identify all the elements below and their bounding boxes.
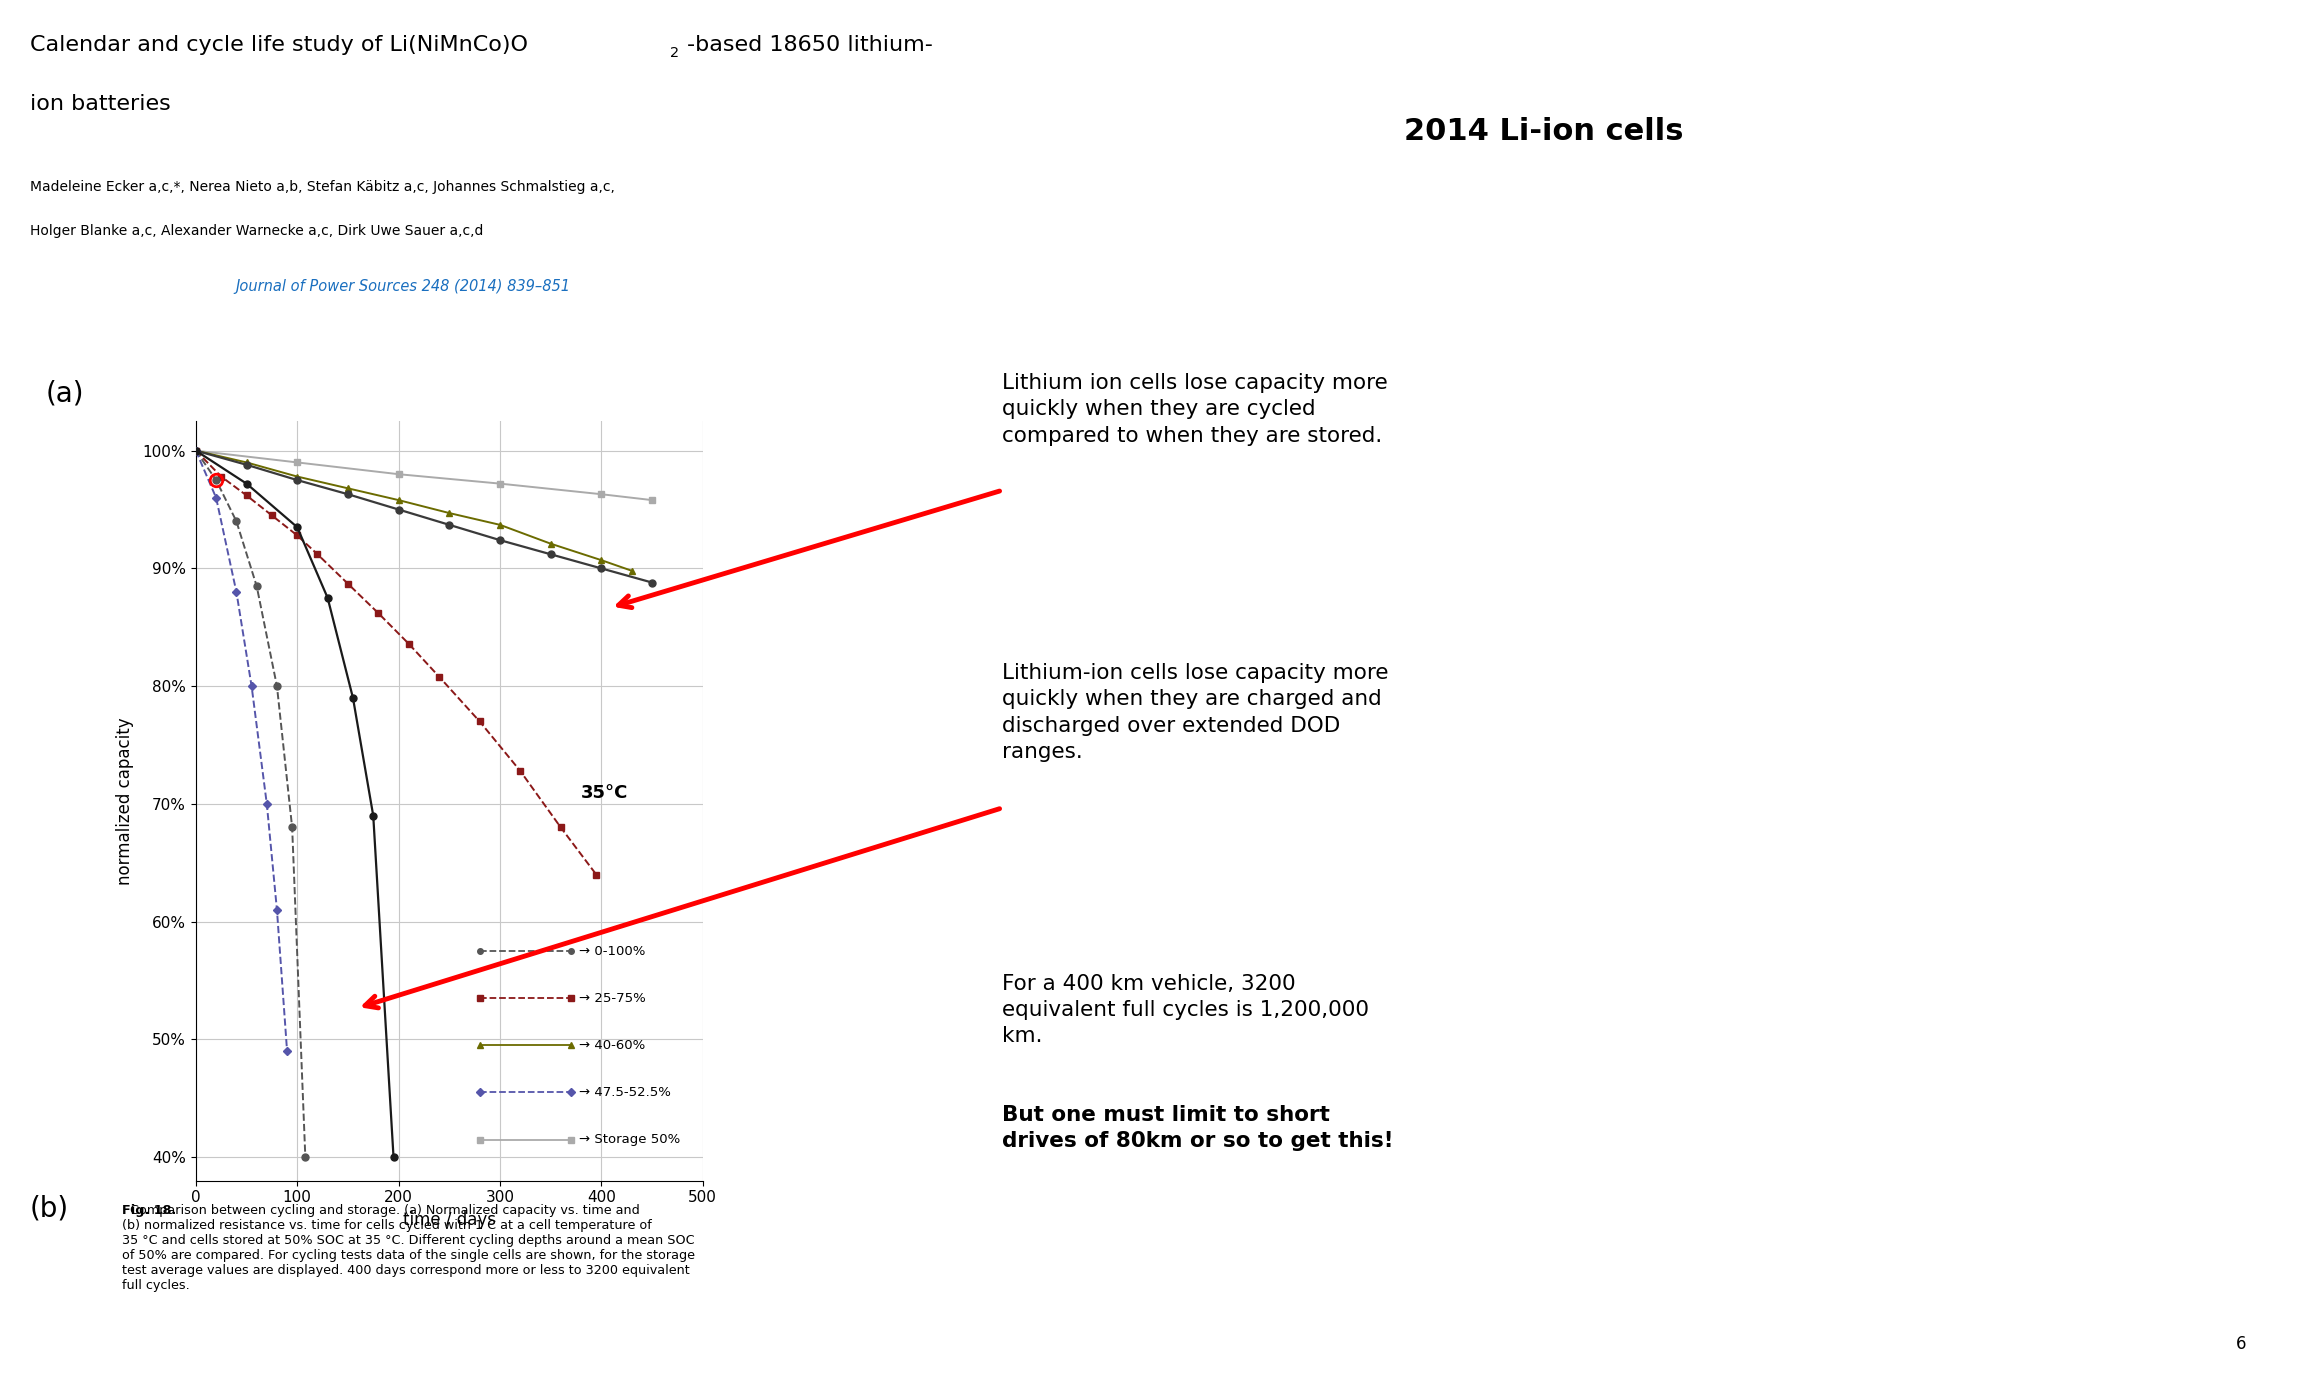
Text: → 40-60%: → 40-60% — [578, 1039, 645, 1052]
Text: Comparison between cycling and storage. (a) Normalized capacity vs. time and
(b): Comparison between cycling and storage. … — [122, 1204, 696, 1293]
Text: → 25-75%: → 25-75% — [578, 992, 645, 1005]
Text: Calendar and cycle life study of Li(NiMnCo)O: Calendar and cycle life study of Li(NiMn… — [30, 35, 528, 54]
Text: → Storage 50%: → Storage 50% — [578, 1132, 680, 1146]
Text: (a): (a) — [46, 380, 85, 407]
Text: Journal of Power Sources 248 (2014) 839–851: Journal of Power Sources 248 (2014) 839–… — [235, 279, 571, 294]
Text: (b): (b) — [30, 1195, 69, 1222]
Text: Holger Blanke a,c, Alexander Warnecke a,c, Dirk Uwe Sauer a,c,d: Holger Blanke a,c, Alexander Warnecke a,… — [30, 224, 484, 238]
Text: Lithium-ion cells lose capacity more
quickly when they are charged and
discharge: Lithium-ion cells lose capacity more qui… — [1002, 663, 1389, 762]
Text: → 47.5-52.5%: → 47.5-52.5% — [578, 1085, 670, 1099]
Text: -based 18650 lithium-: -based 18650 lithium- — [687, 35, 933, 54]
Text: 35°C: 35°C — [581, 784, 629, 802]
Text: Madeleine Ecker a,c,*, Nerea Nieto a,b, Stefan Käbitz a,c, Johannes Schmalstieg : Madeleine Ecker a,c,*, Nerea Nieto a,b, … — [30, 180, 615, 193]
Text: 2014 Li-ion cells: 2014 Li-ion cells — [1403, 117, 1684, 146]
Text: 2: 2 — [670, 46, 680, 59]
Text: ion batteries: ion batteries — [30, 94, 170, 113]
Text: Lithium ion cells lose capacity more
quickly when they are cycled
compared to wh: Lithium ion cells lose capacity more qui… — [1002, 373, 1387, 446]
Text: → 0-100%: → 0-100% — [578, 945, 645, 957]
Text: Fig. 18.: Fig. 18. — [122, 1204, 177, 1217]
Text: 6: 6 — [2235, 1335, 2246, 1353]
X-axis label: time / days: time / days — [403, 1211, 495, 1229]
Y-axis label: normalized capacity: normalized capacity — [115, 717, 134, 885]
Text: But one must limit to short
drives of 80km or so to get this!: But one must limit to short drives of 80… — [1002, 1105, 1394, 1152]
Text: For a 400 km vehicle, 3200
equivalent full cycles is 1,200,000
km.: For a 400 km vehicle, 3200 equivalent fu… — [1002, 974, 1369, 1047]
